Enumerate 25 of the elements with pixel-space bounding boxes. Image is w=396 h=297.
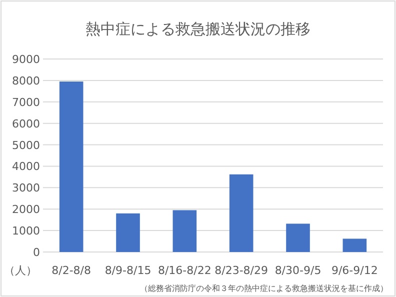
y-tick-label: 1000	[12, 224, 40, 238]
bar	[59, 82, 84, 252]
text: （総務省消防庁の令和３年の熱中症による救急搬送状況を基に作成）	[140, 284, 388, 293]
y-tick-label: 7000	[12, 96, 40, 109]
y-tick-label: 8000	[12, 74, 40, 88]
x-tick-label: 8/2-8/8	[52, 264, 92, 277]
bar	[116, 213, 140, 252]
x-tick-label: 8/16-8/22	[158, 264, 212, 277]
bar	[172, 210, 197, 252]
y-tick-label: 3000	[12, 182, 40, 195]
x-tick-label: 8/30-9/5	[274, 264, 322, 277]
chart-title: 熱中症による救急搬送状況の推移	[86, 20, 310, 38]
y-tick-label: 6000	[12, 117, 40, 130]
bar	[229, 174, 254, 252]
y-tick-label: 0	[33, 246, 40, 259]
y-tick-label: 4000	[12, 160, 40, 174]
y-tick-label: 5000	[12, 138, 40, 152]
x-tick-label: 8/23-8/29	[214, 264, 268, 277]
bar	[342, 238, 367, 252]
y-tick-label: 2000	[12, 203, 40, 216]
y-axis-title: （人）	[4, 264, 37, 277]
bar	[286, 224, 310, 252]
x-tick-label: 8/9-8/15	[104, 264, 152, 277]
y-tick-label: 9000	[12, 53, 40, 66]
x-tick-label: 9/6-9/12	[331, 264, 378, 277]
